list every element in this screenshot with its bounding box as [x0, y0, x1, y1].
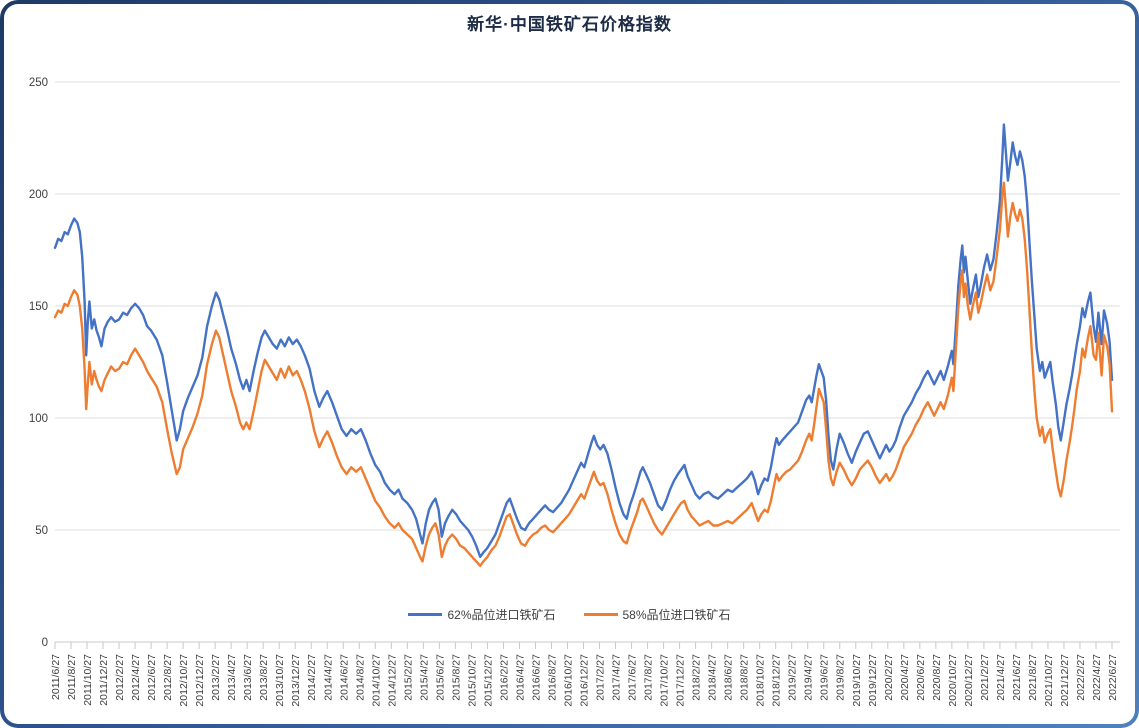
x-axis-label: 2013/12/27	[290, 654, 302, 707]
x-axis-label: 2012/8/27	[162, 654, 174, 701]
x-axis-label: 2022/4/27	[1091, 654, 1103, 701]
x-axis-label: 2019/6/27	[819, 654, 831, 701]
x-axis-label: 2017/2/27	[595, 654, 607, 701]
x-axis-label: 2015/10/27	[466, 654, 478, 707]
x-axis-label: 2017/8/27	[643, 654, 655, 701]
y-axis-label: 100	[29, 413, 48, 425]
x-axis-label: 2016/12/27	[579, 654, 591, 707]
x-axis-label: 2018/8/27	[739, 654, 751, 701]
x-axis-label: 2020/4/27	[899, 654, 911, 701]
x-axis-label: 2015/4/27	[418, 654, 430, 701]
x-axis-label: 2021/2/27	[979, 654, 991, 701]
x-axis-label: 2012/2/27	[114, 654, 126, 701]
x-axis-label: 2016/2/27	[498, 654, 510, 701]
x-axis-label: 2014/4/27	[322, 654, 334, 701]
x-axis-label: 2014/2/27	[306, 654, 318, 701]
x-axis-label: 2021/10/27	[1043, 654, 1055, 707]
x-axis-label: 2021/6/27	[1011, 654, 1023, 701]
y-axis-label: 200	[29, 189, 48, 201]
x-axis-label: 2018/12/27	[771, 654, 783, 707]
x-axis-label: 2020/2/27	[883, 654, 895, 701]
x-axis-label: 2021/8/27	[1027, 654, 1039, 701]
x-axis-label: 2017/6/27	[627, 654, 639, 701]
y-axis-label: 250	[29, 77, 48, 89]
legend-item-58pct: 58%品位进口铁矿石	[583, 606, 731, 623]
x-axis-label: 2014/8/27	[354, 654, 366, 701]
x-axis-label: 2019/8/27	[835, 654, 847, 701]
x-axis-label: 2015/12/27	[482, 654, 494, 707]
x-axis-label: 2012/12/27	[194, 654, 206, 707]
legend-line-swatch-62pct	[408, 613, 443, 616]
page-background	[4, 4, 1135, 724]
x-axis-label: 2011/12/27	[98, 654, 110, 706]
x-axis-label: 2018/6/27	[723, 654, 735, 701]
x-axis-label: 2020/6/27	[915, 654, 927, 701]
x-axis-label: 2015/8/27	[450, 654, 462, 701]
x-axis-label: 2013/4/27	[226, 654, 238, 701]
x-axis-label: 2019/4/27	[803, 654, 815, 701]
x-axis-label: 2013/8/27	[258, 654, 270, 701]
y-axis-label: 0	[42, 637, 48, 649]
x-axis-label: 2017/10/27	[659, 654, 671, 707]
x-axis-label: 2011/8/27	[66, 654, 78, 700]
legend: 62%品位进口铁矿石 58%品位进口铁矿石	[0, 606, 1139, 623]
x-axis-label: 2013/2/27	[210, 654, 222, 701]
x-axis-label: 2022/2/27	[1075, 654, 1087, 701]
x-axis-label: 2014/12/27	[386, 654, 398, 707]
x-axis-label: 2022/6/27	[1107, 654, 1119, 701]
x-axis-label: 2020/10/27	[947, 654, 959, 707]
x-axis-label: 2016/4/27	[514, 654, 526, 701]
x-axis-label: 2012/6/27	[146, 654, 158, 701]
x-axis-label: 2021/12/27	[1059, 654, 1071, 707]
x-axis-label: 2018/2/27	[691, 654, 703, 701]
legend-item-62pct: 62%品位进口铁矿石	[408, 606, 556, 623]
x-axis-label: 2015/6/27	[434, 654, 446, 701]
x-axis-label: 2019/2/27	[787, 654, 799, 701]
x-axis-label: 2013/10/27	[274, 654, 286, 707]
x-axis-label: 2019/10/27	[851, 654, 863, 707]
x-axis-label: 2016/8/27	[546, 654, 558, 701]
chart-title: 新华·中国铁矿石价格指数	[467, 15, 672, 34]
x-axis-label: 2011/6/27	[50, 654, 62, 700]
x-axis-label: 2018/4/27	[707, 654, 719, 701]
x-axis-label: 2019/12/27	[867, 654, 879, 707]
x-axis-label: 2020/12/27	[963, 654, 975, 707]
x-axis-label: 2021/4/27	[995, 654, 1007, 701]
x-axis-label: 2017/12/27	[675, 654, 687, 707]
x-axis-label: 2013/6/27	[242, 654, 254, 701]
y-axis-label: 50	[35, 525, 48, 537]
legend-label-58pct: 58%品位进口铁矿石	[622, 608, 731, 622]
x-axis-label: 2017/4/27	[611, 654, 623, 701]
legend-line-swatch-58pct	[583, 613, 618, 616]
x-axis-label: 2015/2/27	[402, 654, 414, 701]
x-axis-label: 2011/10/27	[82, 654, 94, 706]
series-line-1	[53, 123, 1114, 559]
x-axis-label: 2018/10/27	[755, 654, 767, 707]
x-axis-label: 2012/4/27	[130, 654, 142, 701]
legend-label-62pct: 62%品位进口铁矿石	[447, 608, 556, 622]
series-line-2	[53, 181, 1114, 567]
x-axis-label: 2014/10/27	[370, 654, 382, 707]
x-axis-label: 2016/10/27	[562, 654, 574, 707]
x-axis-label: 2020/8/27	[931, 654, 943, 701]
x-axis-label: 2012/10/27	[178, 654, 190, 707]
y-axis-label: 150	[29, 301, 48, 313]
x-axis-label: 2014/6/27	[338, 654, 350, 701]
x-axis-label: 2016/6/27	[530, 654, 542, 701]
